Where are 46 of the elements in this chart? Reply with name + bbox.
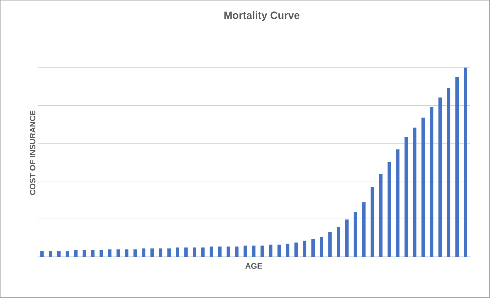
- bar: [464, 68, 468, 257]
- bar: [235, 246, 239, 257]
- bar: [134, 250, 138, 257]
- bar: [286, 244, 290, 257]
- bar: [201, 248, 205, 257]
- bar: [49, 252, 52, 257]
- bar: [354, 212, 358, 257]
- bar: [125, 250, 129, 257]
- bar: [430, 107, 434, 257]
- bar: [337, 228, 340, 257]
- bar: [66, 252, 70, 257]
- bar: [226, 246, 230, 257]
- bar: [142, 248, 146, 257]
- bar: [74, 250, 78, 257]
- bar: [413, 128, 417, 257]
- bar: [362, 202, 366, 257]
- bar: [193, 248, 196, 257]
- bar: [379, 174, 383, 257]
- bar: [116, 250, 120, 257]
- bar: [269, 244, 273, 257]
- bar: [422, 118, 426, 257]
- bar: [294, 242, 298, 257]
- bar: [456, 78, 459, 257]
- bar: [328, 232, 332, 257]
- bar: [320, 237, 324, 257]
- bar: [303, 240, 307, 257]
- bar: [278, 244, 282, 257]
- bar: [345, 220, 349, 257]
- bar: [91, 250, 95, 257]
- chart-title: Mortality Curve: [224, 12, 300, 22]
- bar: [176, 248, 180, 257]
- bar: [40, 252, 44, 257]
- bar: [210, 246, 214, 257]
- bar: [159, 248, 163, 257]
- bar: [184, 248, 188, 257]
- bar: [150, 248, 154, 257]
- bar: [370, 187, 374, 257]
- bar: [218, 246, 222, 257]
- bar: [108, 250, 112, 257]
- bar: [168, 248, 171, 257]
- bar: [438, 98, 442, 257]
- bar: [312, 239, 315, 257]
- bar: [82, 250, 86, 257]
- bar: [447, 88, 451, 257]
- bar: [100, 250, 104, 257]
- bar: [57, 252, 61, 257]
